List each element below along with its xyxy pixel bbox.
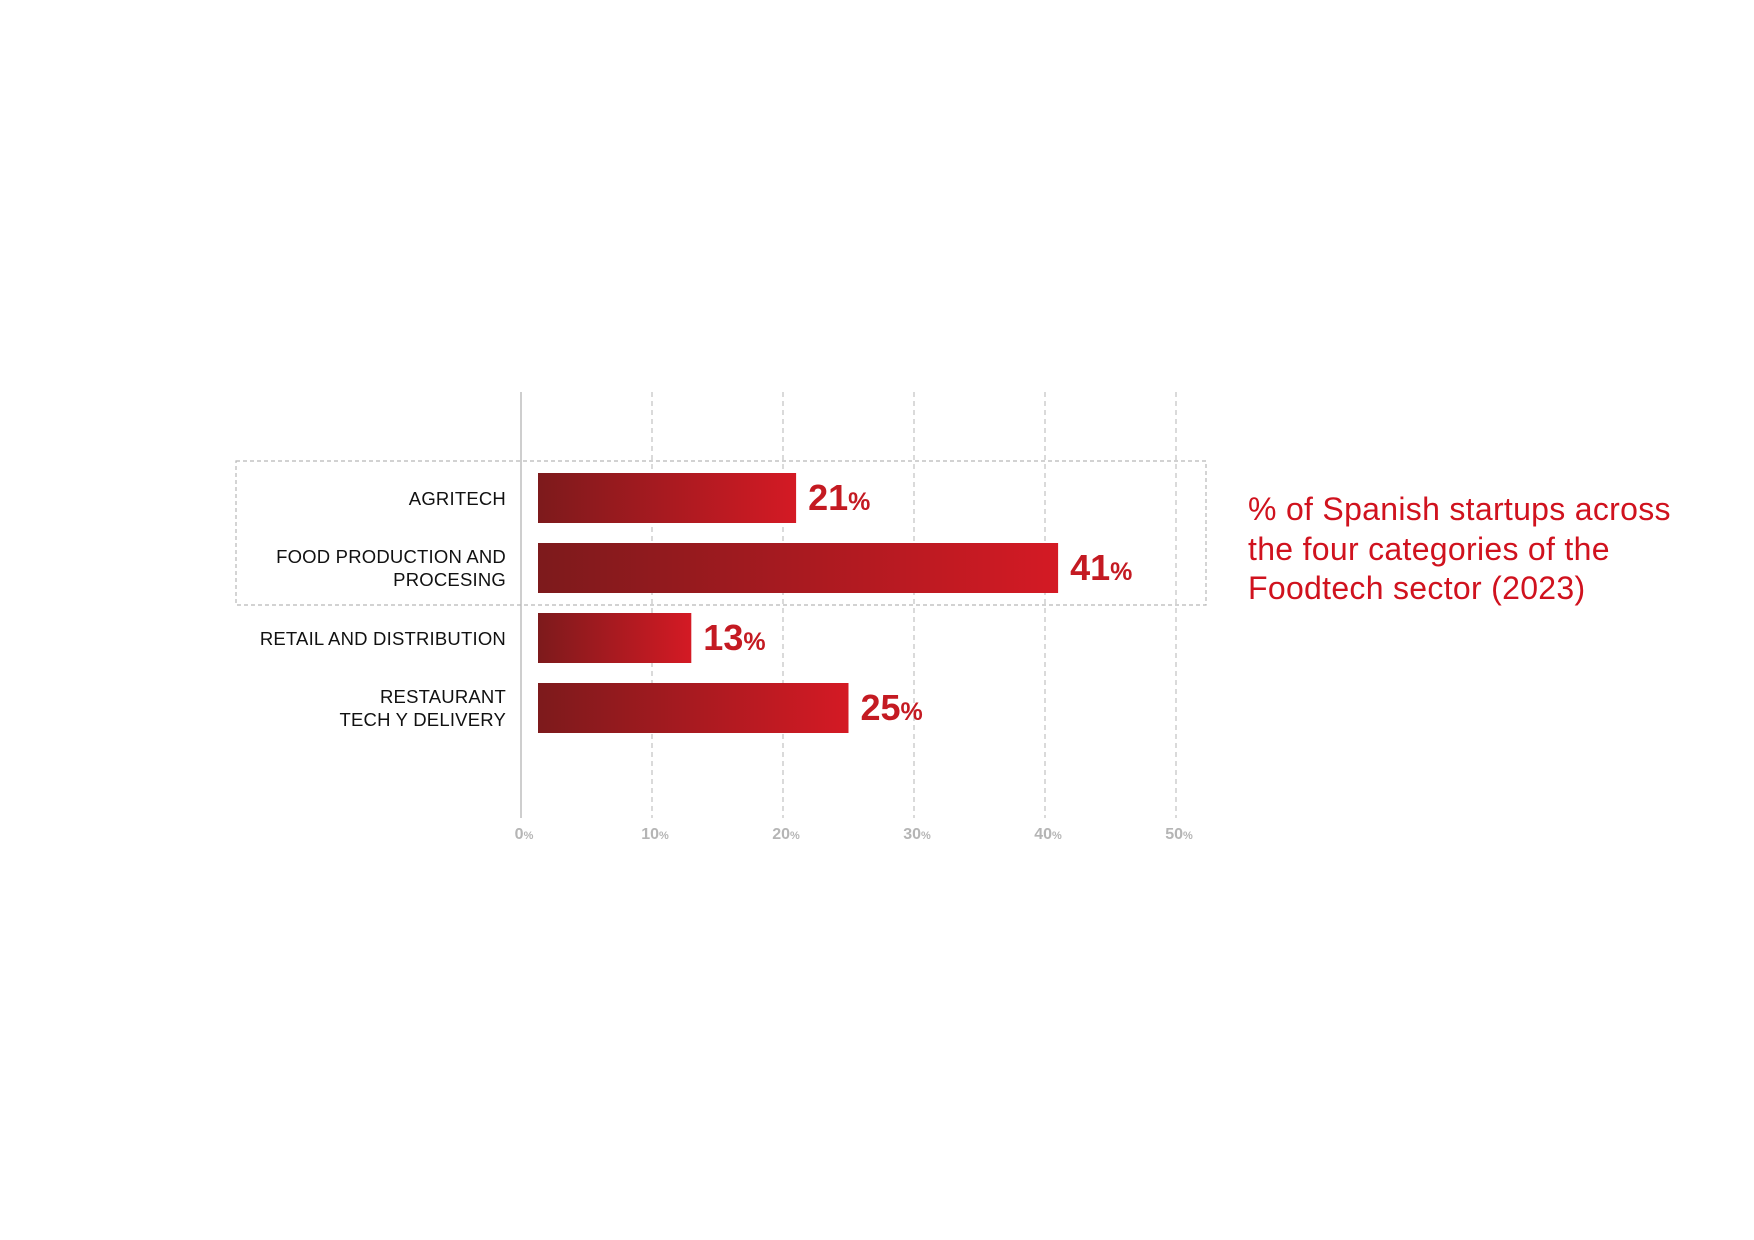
x-tick-label: 30% — [903, 826, 931, 844]
bar — [538, 613, 692, 663]
highlight-box — [235, 460, 1207, 606]
value-label: 25% — [861, 688, 923, 732]
value-number: 25 — [860, 687, 901, 728]
value-suffix: % — [1110, 558, 1133, 586]
value-suffix: % — [743, 628, 766, 656]
x-tick-label: 50% — [1165, 826, 1193, 844]
value-label: 13% — [703, 618, 765, 662]
value-suffix: % — [848, 488, 871, 516]
value-number: 13 — [703, 617, 744, 658]
x-tick-label: 0% — [515, 826, 534, 844]
category-label: FOOD PRODUCTION AND PROCESING — [276, 546, 506, 590]
bar — [538, 683, 849, 733]
x-tick-suffix: % — [921, 830, 931, 842]
x-tick-value: 40 — [1034, 826, 1053, 843]
chart-title: % of Spanish startups across the four ca… — [1248, 491, 1671, 606]
x-tick-suffix: % — [523, 830, 534, 842]
category-label: AGRITECH — [408, 487, 506, 509]
x-tick-value: 50 — [1165, 826, 1184, 843]
bar — [538, 473, 797, 523]
x-tick-suffix: % — [790, 830, 800, 842]
value-number: 21 — [808, 477, 849, 518]
category-label: RETAIL AND DISTRIBUTION — [259, 627, 506, 649]
x-tick-value: 20 — [772, 826, 791, 843]
x-tick-label: 10% — [641, 826, 669, 844]
value-label: 41% — [1070, 548, 1132, 592]
bar — [538, 543, 1059, 593]
bars — [538, 473, 1059, 733]
x-tick-label: 20% — [772, 826, 800, 844]
category-label: RESTAURANT TECH Y DELIVERY — [339, 686, 506, 730]
x-tick-label: 40% — [1034, 826, 1062, 844]
x-tick-value: 10 — [641, 826, 660, 843]
x-tick-suffix: % — [1183, 830, 1193, 842]
x-tick-value: 0 — [514, 826, 524, 843]
value-label: 21% — [808, 478, 870, 522]
x-tick-value: 30 — [903, 826, 922, 843]
value-suffix: % — [900, 698, 923, 726]
x-tick-suffix: % — [1052, 830, 1062, 842]
value-number: 41 — [1070, 547, 1111, 588]
x-tick-suffix: % — [659, 830, 669, 842]
